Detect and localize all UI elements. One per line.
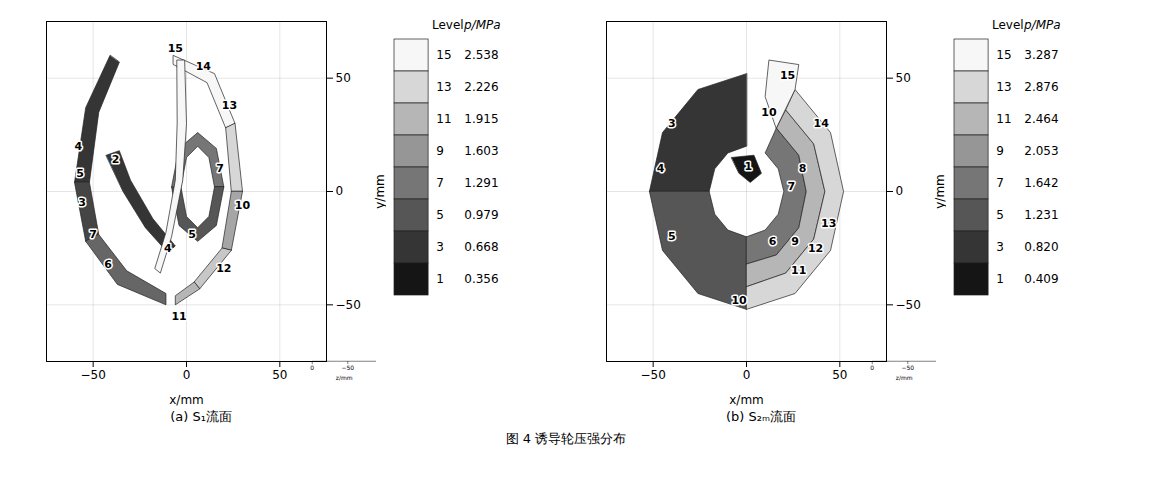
svg-text:14: 14 — [814, 117, 830, 130]
svg-text:−50: −50 — [336, 298, 361, 312]
svg-text:11: 11 — [996, 112, 1011, 126]
svg-text:7: 7 — [436, 176, 444, 190]
svg-text:11: 11 — [791, 264, 806, 277]
svg-text:z/mm: z/mm — [896, 374, 913, 381]
svg-text:0: 0 — [896, 184, 904, 198]
svg-text:5: 5 — [996, 208, 1004, 222]
svg-text:7: 7 — [996, 176, 1004, 190]
html-text:图 4 诱导轮压强分布: 图 4 诱导轮压强分布 — [505, 431, 627, 446]
svg-text:−50: −50 — [641, 368, 666, 382]
svg-text:−50: −50 — [81, 368, 106, 382]
svg-text:z/mm: z/mm — [336, 374, 353, 381]
svg-text:10: 10 — [761, 106, 777, 119]
svg-text:−50: −50 — [901, 364, 914, 371]
svg-text:50: 50 — [896, 71, 911, 85]
svg-text:0: 0 — [310, 364, 314, 371]
svg-text:13: 13 — [222, 99, 237, 112]
svg-text:12: 12 — [216, 262, 231, 275]
svg-text:1.603: 1.603 — [464, 144, 498, 158]
svg-text:15: 15 — [780, 69, 795, 82]
svg-text:y/mm: y/mm — [373, 174, 387, 209]
html-text:Level p/MPa: Level p/MPa — [992, 18, 1061, 32]
svg-text:50: 50 — [336, 71, 351, 85]
svg-text:11: 11 — [171, 310, 186, 323]
svg-text:0.409: 0.409 — [1024, 272, 1058, 286]
svg-text:50: 50 — [272, 368, 287, 382]
svg-text:7: 7 — [89, 228, 97, 241]
svg-text:y/mm: y/mm — [933, 174, 947, 209]
svg-text:9: 9 — [996, 144, 1004, 158]
svg-text:−50: −50 — [896, 298, 921, 312]
svg-text:13: 13 — [821, 217, 836, 230]
svg-text:14: 14 — [196, 60, 212, 73]
svg-text:x/mm: x/mm — [169, 393, 204, 407]
svg-text:5: 5 — [76, 167, 84, 180]
svg-text:5: 5 — [436, 208, 444, 222]
svg-text:11: 11 — [436, 112, 451, 126]
svg-text:1.642: 1.642 — [1024, 176, 1058, 190]
svg-text:13: 13 — [436, 80, 451, 94]
svg-text:7: 7 — [787, 180, 795, 193]
svg-text:0.668: 0.668 — [464, 240, 498, 254]
svg-text:0.979: 0.979 — [464, 208, 498, 222]
svg-text:6: 6 — [769, 235, 777, 248]
svg-text:0.820: 0.820 — [1024, 240, 1058, 254]
svg-text:10: 10 — [731, 294, 747, 307]
svg-text:0: 0 — [870, 364, 874, 371]
svg-text:3: 3 — [668, 117, 676, 130]
svg-text:13: 13 — [996, 80, 1011, 94]
svg-text:2.226: 2.226 — [464, 80, 498, 94]
svg-text:3.287: 3.287 — [1024, 48, 1058, 62]
svg-text:0.356: 0.356 — [464, 272, 498, 286]
svg-text:3: 3 — [78, 196, 86, 209]
svg-text:9: 9 — [791, 235, 799, 248]
svg-text:0: 0 — [743, 368, 751, 382]
svg-text:4: 4 — [657, 162, 665, 175]
svg-text:3: 3 — [996, 240, 1004, 254]
svg-text:2.538: 2.538 — [464, 48, 498, 62]
svg-text:15: 15 — [168, 42, 183, 55]
svg-text:1.915: 1.915 — [464, 112, 498, 126]
svg-text:15: 15 — [436, 48, 451, 62]
svg-text:10: 10 — [235, 199, 251, 212]
svg-text:2: 2 — [112, 153, 120, 166]
svg-text:4: 4 — [164, 242, 172, 255]
svg-text:2.053: 2.053 — [1024, 144, 1058, 158]
html-text:(b) S₂ₘ流面: (b) S₂ₘ流面 — [726, 409, 796, 424]
svg-text:1.231: 1.231 — [1024, 208, 1058, 222]
svg-text:6: 6 — [104, 258, 112, 271]
html-text:Level p/MPa: Level p/MPa — [432, 18, 501, 32]
svg-text:5: 5 — [668, 230, 676, 243]
svg-text:1: 1 — [436, 272, 444, 286]
svg-text:8: 8 — [799, 162, 807, 175]
svg-text:50: 50 — [832, 368, 847, 382]
svg-text:0: 0 — [183, 368, 191, 382]
svg-text:0: 0 — [336, 184, 344, 198]
svg-text:1: 1 — [996, 272, 1004, 286]
svg-text:2.876: 2.876 — [1024, 80, 1058, 94]
svg-text:12: 12 — [808, 242, 823, 255]
svg-text:9: 9 — [436, 144, 444, 158]
svg-text:4: 4 — [74, 140, 82, 153]
svg-text:7: 7 — [216, 162, 224, 175]
svg-text:x/mm: x/mm — [729, 393, 764, 407]
svg-text:−50: −50 — [341, 364, 354, 371]
svg-text:1: 1 — [745, 160, 753, 173]
html-text:(a) S₁流面: (a) S₁流面 — [170, 409, 232, 424]
svg-text:3: 3 — [436, 240, 444, 254]
svg-text:1.291: 1.291 — [464, 176, 498, 190]
svg-text:2.464: 2.464 — [1024, 112, 1058, 126]
svg-text:15: 15 — [996, 48, 1011, 62]
svg-text:5: 5 — [188, 228, 196, 241]
